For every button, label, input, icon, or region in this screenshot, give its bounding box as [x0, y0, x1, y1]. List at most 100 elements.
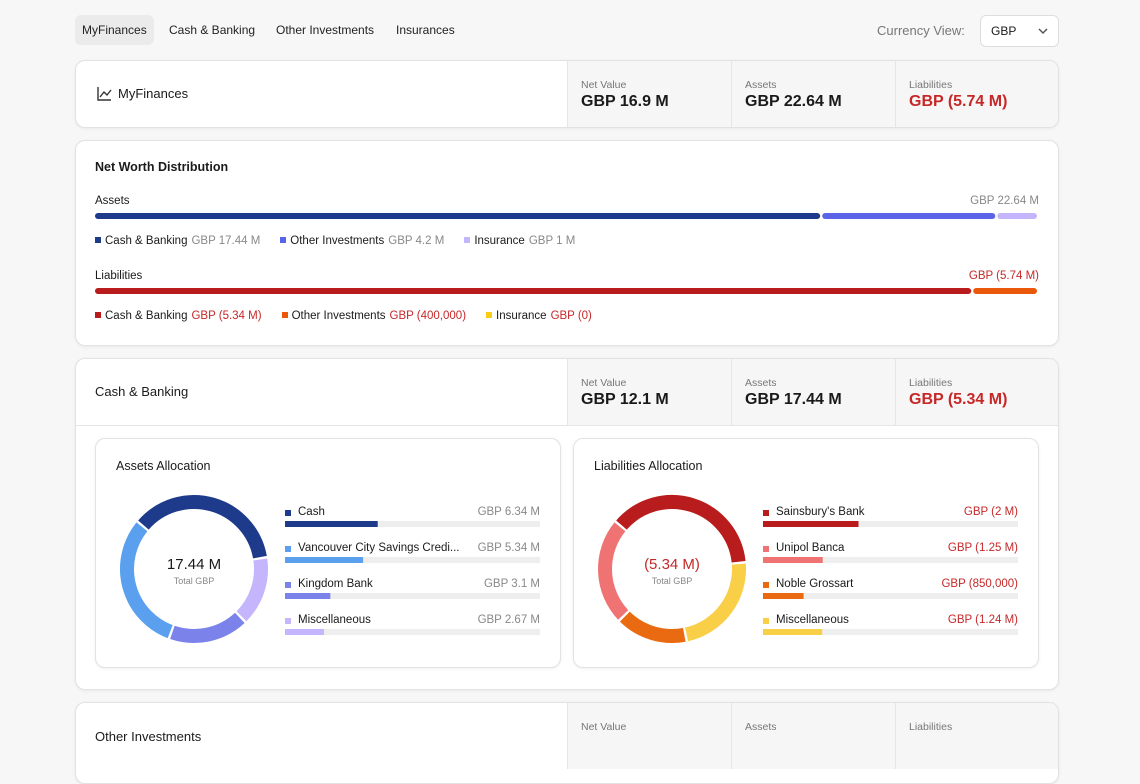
legend-name: Cash & Banking	[105, 310, 188, 322]
legend-value: GBP (0)	[550, 310, 592, 322]
item-bar	[285, 557, 540, 563]
stat-label: Liabilities	[909, 79, 953, 91]
bar-fill	[763, 521, 859, 527]
allocation-title: Assets Allocation	[116, 459, 211, 473]
legend-name: Cash & Banking	[105, 235, 188, 247]
donut-segment	[138, 495, 267, 559]
item-bar	[763, 557, 1018, 563]
stat-value: GBP (5.74 M)	[909, 93, 1008, 110]
legend-swatch	[280, 237, 287, 243]
nav-tab[interactable]: Insurances	[396, 23, 455, 37]
stat-label: Net Value	[581, 377, 627, 389]
stat-cell: Assets GBP 17.44 M	[731, 359, 895, 425]
stat-cell: Liabilities	[895, 703, 1058, 769]
allocation-title: Liabilities Allocation	[594, 459, 703, 473]
currency-label: Currency View:	[877, 23, 965, 38]
legend-swatch	[95, 312, 101, 318]
icon-line	[97, 87, 112, 101]
bar-fill	[285, 629, 325, 635]
stat-cell: Assets GBP 22.64 M	[731, 61, 895, 127]
cash-banking-card: Cash & Banking Net Value GBP 12.1 M Assets G…	[75, 358, 1059, 690]
distribution-bar	[95, 288, 1037, 294]
donut-chart	[598, 495, 746, 643]
stat-label: Liabilities	[909, 377, 953, 389]
bar-track	[763, 521, 1018, 527]
item-name: Unipol Banca	[776, 542, 845, 554]
legend-swatch	[285, 582, 291, 588]
legend-item: Other Investments GBP 4.2 M	[280, 235, 444, 247]
legend-value: GBP 4.2 M	[388, 235, 445, 247]
chart-icon	[97, 87, 112, 101]
stat-label: Assets	[745, 721, 777, 733]
legend-name: Insurance	[474, 235, 525, 247]
legend-swatch	[486, 312, 493, 318]
legend-value: GBP (5.34 M)	[191, 310, 262, 322]
item-name: Cash	[298, 506, 325, 518]
chevron	[1038, 28, 1048, 35]
legend-item: Other Investments GBP (400,000)	[281, 310, 467, 322]
item-bar	[285, 593, 540, 599]
legend-swatch	[763, 618, 769, 624]
legend-swatch	[285, 546, 291, 552]
donut-segment	[684, 563, 746, 642]
section-title: Other Investments	[95, 729, 202, 744]
legend-item: Cash & Banking GBP 17.44 M	[95, 235, 260, 247]
item-value: GBP 6.34 M	[477, 506, 540, 518]
item-name: Miscellaneous	[776, 614, 849, 626]
item-bar	[285, 629, 540, 635]
legend-name: Insurance	[496, 310, 547, 322]
group-name: Liabilities	[95, 270, 143, 282]
allocation-card: Assets Allocation 17.44 M Total GBP Cash GBP…	[95, 438, 561, 668]
item-name: Kingdom Bank	[298, 578, 373, 590]
stat-value: GBP 12.1 M	[581, 391, 669, 408]
stat-value: GBP (5.34 M)	[909, 391, 1008, 408]
header-divider	[76, 425, 1058, 426]
item-name: Vancouver City Savings Credi...	[298, 542, 460, 554]
legend-value: GBP (400,000)	[389, 310, 467, 322]
legend-item: Cash & Banking GBP (5.34 M)	[95, 310, 262, 322]
stat-cell: Liabilities GBP (5.34 M)	[895, 359, 1058, 425]
legend-item: Insurance GBP (0)	[486, 310, 592, 322]
legend-value: GBP 17.44 M	[191, 235, 261, 247]
legend-swatch	[464, 237, 471, 243]
bar-fill	[763, 557, 823, 563]
legend-swatch	[763, 510, 769, 516]
stat-label: Assets	[745, 79, 777, 91]
legend-name: Other Investments	[290, 235, 385, 247]
item-name: Noble Grossart	[776, 578, 854, 590]
stat-cell: Net Value GBP 12.1 M	[567, 359, 731, 425]
bar-fill	[763, 629, 823, 635]
legend-swatch	[285, 618, 291, 624]
donut-segment	[616, 495, 746, 563]
stat-label: Assets	[745, 377, 777, 389]
legend-item: Insurance GBP 1 M	[464, 235, 575, 247]
bar-fill	[763, 593, 804, 599]
bar-segment	[822, 213, 996, 219]
currency-select[interactable]: GBP	[980, 15, 1059, 47]
item-bar	[285, 521, 540, 527]
bar-fill	[285, 521, 378, 527]
page: MyFinances Cash & Banking Other Investment…	[75, 15, 1059, 784]
bar-segment	[997, 213, 1037, 219]
nav-tab[interactable]: Cash & Banking	[169, 23, 256, 37]
summary-card: MyFinances Net Value GBP 16.9 M Assets GBP 2…	[75, 60, 1059, 128]
group-total: GBP (5.74 M)	[968, 270, 1039, 282]
bar-track	[763, 593, 1018, 599]
legend-swatch	[763, 546, 769, 552]
nav-tab[interactable]: Other Investments	[276, 23, 375, 37]
bar-track	[763, 557, 1018, 563]
donut-chart	[120, 495, 268, 643]
item-bar	[763, 521, 1018, 527]
stat-label: Net Value	[581, 721, 627, 733]
bar-track	[763, 629, 1018, 635]
item-value: GBP (1.25 M)	[947, 542, 1018, 554]
legend-value: GBP 1 M	[528, 235, 576, 247]
nav-tab[interactable]: MyFinances	[75, 15, 154, 45]
bar-segment	[95, 288, 972, 294]
item-bar	[763, 593, 1018, 599]
distribution-card: Net Worth Distribution Assets GBP 22.64 M C…	[75, 140, 1059, 346]
item-value: GBP (850,000)	[941, 578, 1018, 590]
other-investments-card: Other Investments Net Value Assets Liabilit…	[75, 702, 1059, 784]
stat-value: GBP 22.64 M	[745, 93, 842, 110]
summary-title: MyFinances	[118, 86, 189, 101]
